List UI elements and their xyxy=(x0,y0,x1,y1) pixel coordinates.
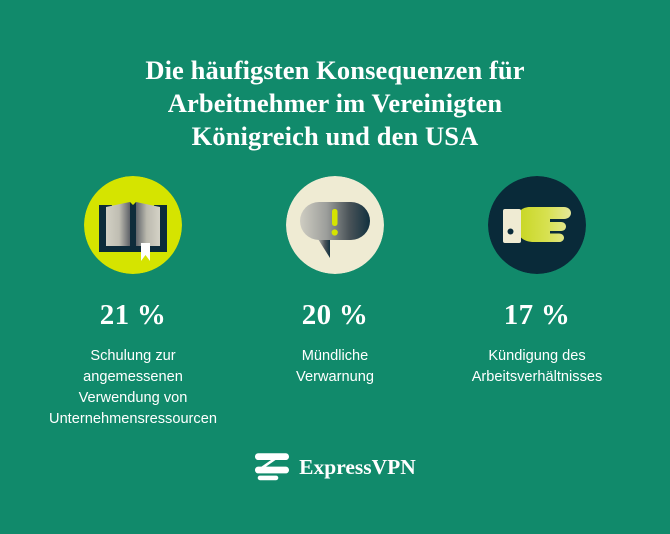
expressvpn-logo: ExpressVPN xyxy=(0,452,670,482)
stat-caption-2: Mündliche Verwarnung xyxy=(220,346,450,388)
stat-caption-1: Schulung zur angemessenen Verwendung von… xyxy=(18,346,248,430)
stats-row: 21 % Schulung zur angemessenen Verwendun… xyxy=(0,176,670,430)
stat-column-1: 21 % Schulung zur angemessenen Verwendun… xyxy=(32,176,234,430)
stat-caption-3-line-1: Kündigung des xyxy=(488,348,586,364)
stat-caption-2-line-1: Mündliche xyxy=(301,348,369,364)
pointing-hand-icon xyxy=(488,176,586,274)
stat-percent-1: 21 % xyxy=(99,299,167,331)
page-title-line-2: Arbeitnehmer im Vereinigten xyxy=(167,88,503,118)
expressvpn-logo-text: ExpressVPN xyxy=(299,455,416,479)
stat-caption-1-line-3: Verwendung von xyxy=(78,390,188,406)
stat-caption-1-line-2: angemessenen xyxy=(83,369,183,385)
page-title-line-3: Königreich und den USA xyxy=(191,121,479,151)
stat-column-2: 20 % Mündliche Verwarnung xyxy=(234,176,436,388)
page-title: Die häufigsten Konsequenzen für Arbeitne… xyxy=(60,54,610,153)
page-title-line-1: Die häufigsten Konsequenzen für xyxy=(145,55,525,85)
stat-icon-badge-2 xyxy=(286,176,384,274)
stat-caption-3: Kündigung des Arbeitsverhältnisses xyxy=(422,346,652,388)
stat-icon-badge-3 xyxy=(488,176,586,274)
open-book-icon xyxy=(84,176,182,274)
stat-column-3: 17 % Kündigung des Arbeitsverhältnisses xyxy=(436,176,638,388)
stat-caption-1-line-1: Schulung zur xyxy=(90,348,176,364)
stat-icon-badge-1 xyxy=(84,176,182,274)
stat-caption-1-line-4: Unternehmensressourcen xyxy=(49,411,217,427)
stat-percent-2: 20 % xyxy=(301,299,369,331)
stat-caption-3-line-2: Arbeitsverhältnisses xyxy=(471,369,603,385)
expressvpn-logo-mark xyxy=(255,453,290,481)
stat-caption-2-line-2: Verwarnung xyxy=(296,369,374,385)
speech-bubble-exclamation-icon xyxy=(286,176,384,274)
stat-percent-3: 17 % xyxy=(503,299,571,331)
